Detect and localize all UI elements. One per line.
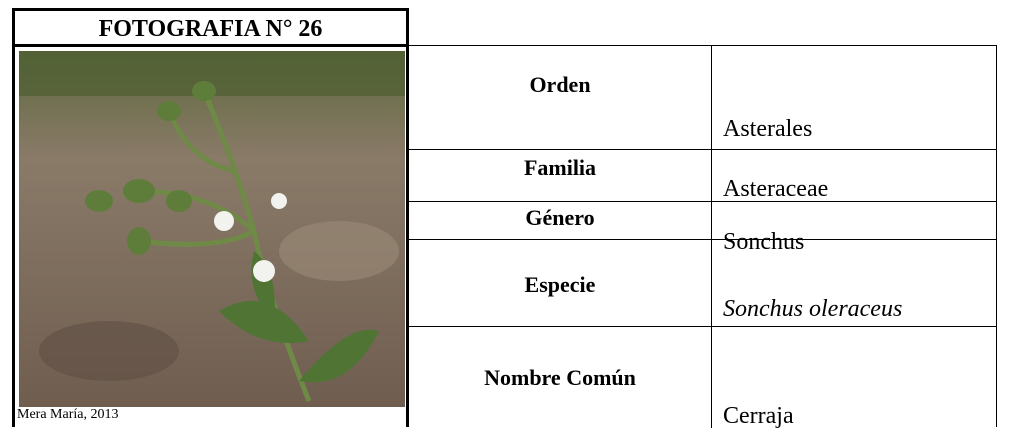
photo-caption: Mera María, 2013 — [17, 407, 119, 422]
photo-panel: FOTOGRAFIA N° 26 Mera María, 201 — [12, 8, 409, 427]
row-value: Sonchus — [723, 229, 805, 255]
panel-title: FOTOGRAFIA N° 26 — [15, 11, 406, 47]
row-label: Especie — [409, 239, 712, 326]
row-value: Asteraceae — [723, 176, 829, 202]
row-label: Orden — [409, 46, 712, 149]
row-label: Familia — [409, 149, 712, 201]
row-label: Género — [409, 201, 712, 239]
row-label: Nombre Común — [409, 326, 712, 428]
taxonomy-table: Orden Asterales Familia Asteraceae Género Son… — [409, 45, 997, 429]
row-value: Cerraja — [723, 403, 794, 429]
table-row: Especie Sonchus oleraceus — [409, 239, 996, 327]
plant-photo — [19, 51, 405, 407]
table-row: Género Sonchus — [409, 201, 996, 255]
row-value: Sonchus oleraceus — [723, 296, 903, 322]
table-row: Nombre Común Cerraja — [409, 326, 996, 429]
table-row: Orden Asterales — [409, 46, 996, 150]
row-value: Asterales — [723, 116, 813, 142]
table-row: Familia Asteraceae — [409, 149, 996, 202]
